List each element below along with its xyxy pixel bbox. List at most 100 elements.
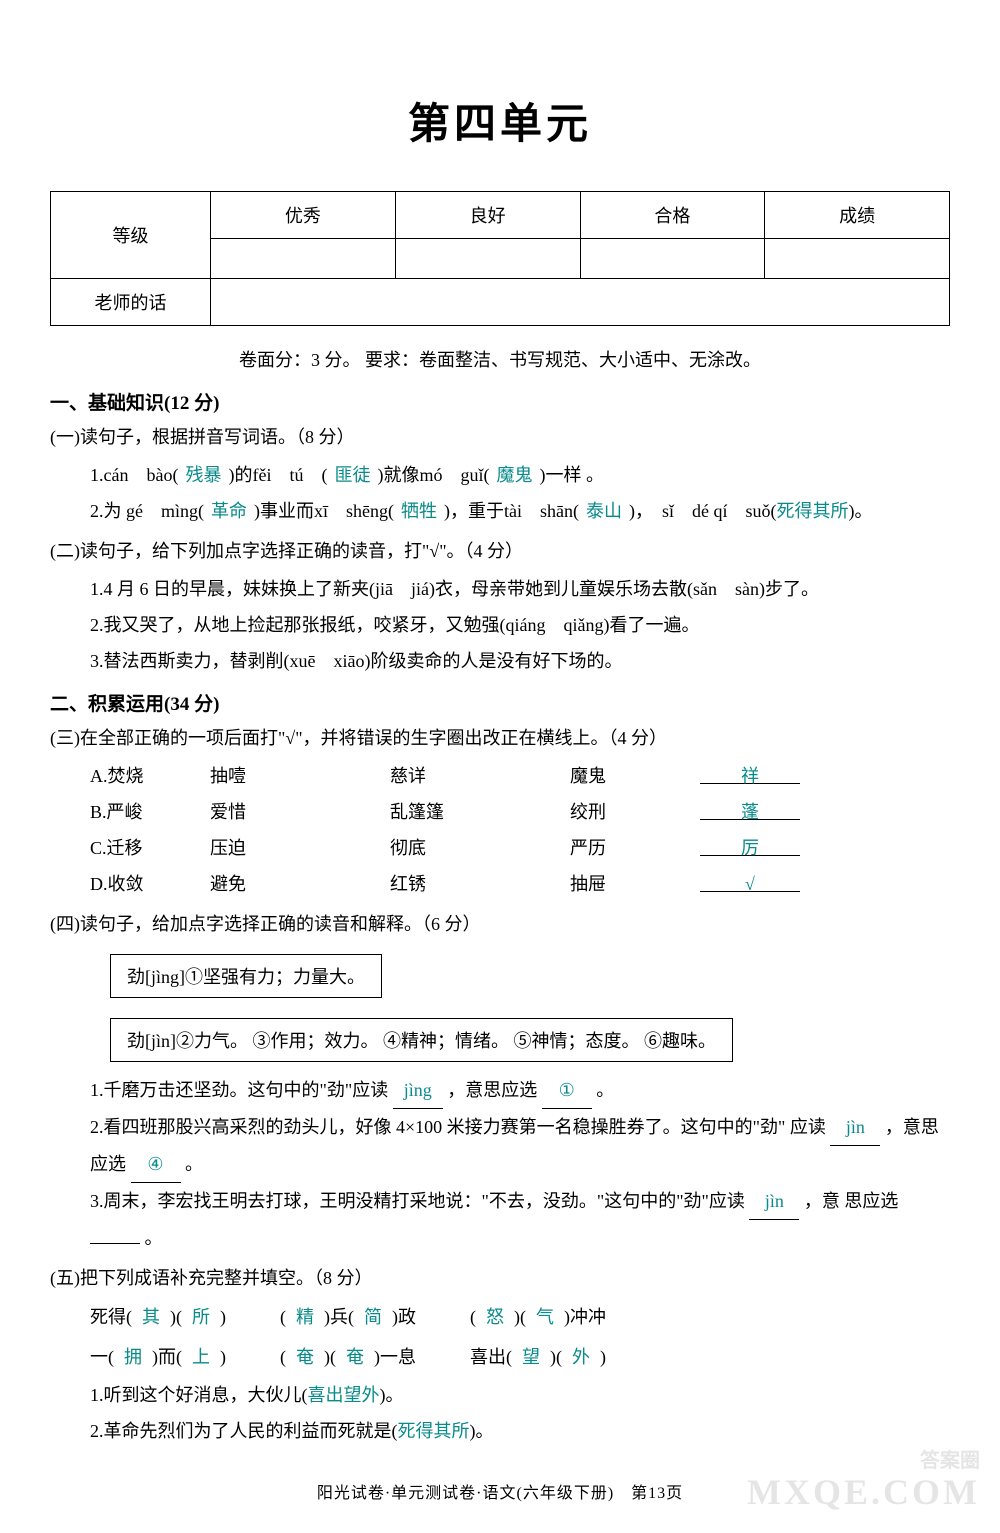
q2-end: 。 (185, 1154, 203, 1174)
q1-blank2: ① (542, 1072, 592, 1109)
q2-end: )。 (848, 501, 872, 521)
q3-pre: 3.周末，李宏找王明去打球，王明没精打采地说："不去，没劲。"这句中的"劲"应读 (90, 1191, 745, 1211)
s1-pre: 1.听到这个好消息，大伙儿( (90, 1385, 308, 1405)
idiom-blank: 精 (286, 1298, 324, 1338)
s2-end: )。 (470, 1421, 494, 1441)
row-c-w1: 压迫 (210, 830, 390, 866)
row-d-w2: 红锈 (390, 866, 570, 902)
idiom-blank: 望 (512, 1338, 550, 1378)
row-d-w1: 避免 (210, 866, 390, 902)
q1-mid1: )的fěi tú ( (228, 465, 327, 485)
s1-ans: 喜出望外 (308, 1377, 380, 1413)
definition-box-1: 劲[jìng]①坚强有力；力量大。 (110, 954, 382, 998)
sub2-title: (二)读句子，给下列加点字选择正确的读音，打"√"。（4 分） (50, 537, 950, 563)
idiom-row-2: 一(拥)而(上) (奄)(奄)一息 喜出(望)(外) (90, 1338, 950, 1378)
idiom-row-1: 死得(其)(所) (精)兵(简)政 (怒)(气)冲冲 (90, 1298, 950, 1338)
q1-end: )一样 。 (539, 465, 604, 485)
q1-mid: ，意思应选 (447, 1080, 537, 1100)
teacher-label: 老师的话 (51, 279, 211, 326)
sub2-q3: 3.替法西斯卖力，替剥削(xuē xiāo)阶级卖命的人是没有好下场的。 (90, 643, 950, 679)
row-a-w3: 魔鬼 (570, 758, 700, 794)
grade-label: 等级 (51, 192, 211, 279)
q2-line: 2.为 gé mìng(革命)事业而xī shēng(牺牲)，重于tài shā… (90, 493, 950, 529)
teacher-comment-cell[interactable] (211, 279, 950, 326)
q2-blank1: jìn (830, 1109, 880, 1146)
s2-pre: 2.革命先烈们为了人民的利益而死就是( (90, 1421, 398, 1441)
q3-blank1: jìn (749, 1183, 799, 1220)
idiom-blank: 气 (526, 1298, 564, 1338)
q3-blank2 (90, 1243, 140, 1244)
row-a-ans: 祥 (700, 758, 800, 784)
sub5-s2: 2.革命先烈们为了人民的利益而死就是(死得其所)。 (90, 1413, 950, 1449)
grade-col-4: 成绩 (765, 192, 950, 239)
q1-answer2: 匪徒 (327, 457, 377, 493)
q1-answer1: 残暴 (178, 457, 228, 493)
row-b-w3: 绞刑 (570, 794, 700, 830)
q2-mid3: )， sǐ dé qí suǒ( (629, 501, 777, 521)
q2-mid2: )，重于tài shān( (444, 501, 579, 521)
q2-answer3: 泰山 (579, 493, 629, 529)
idiom-blank: 外 (562, 1338, 600, 1378)
row-b-w2: 乱篷篷 (390, 794, 570, 830)
row-a-w2: 慈详 (390, 758, 570, 794)
idiom-blank: 怒 (476, 1298, 514, 1338)
idiom-blank: 奄 (336, 1338, 374, 1378)
idiom-blank: 拥 (114, 1338, 152, 1378)
sub1-title: (一)读句子，根据拼音写词语。（8 分） (50, 423, 950, 449)
row-b-w1: 爱惜 (210, 794, 390, 830)
q1-line: 1.cán bào(残暴)的fěi tú (匪徒)就像mó guǐ(魔鬼)一样 … (90, 457, 950, 493)
idiom-blank: 奄 (286, 1338, 324, 1378)
grade-col-1: 优秀 (211, 192, 396, 239)
idiom-blank: 所 (182, 1298, 220, 1338)
q1-answer3: 魔鬼 (489, 457, 539, 493)
row-d-ans: √ (700, 866, 800, 892)
q3-end: 。 (145, 1228, 163, 1248)
q2-pre: 2.看四班那股兴高采烈的劲头儿，好像 4×100 米接力赛第一名稳操胜券了。这句… (90, 1117, 826, 1137)
section1-head: 一、基础知识(12 分) (50, 388, 950, 415)
instruction-text: 卷面分：3 分。 要求：卷面整洁、书写规范、大小适中、无涂改。 (50, 346, 950, 372)
q2-blank2: ④ (131, 1146, 181, 1183)
grade-col-3: 合格 (580, 192, 765, 239)
s2-ans: 死得其所 (398, 1413, 470, 1449)
table-row: A.焚烧 抽噎 慈详 魔鬼 祥 (90, 758, 950, 794)
table-row: C.迁移 压迫 彻底 严历 厉 (90, 830, 950, 866)
sub4-q1: 1.千磨万击还坚劲。这句中的"劲"应读 jìng ，意思应选 ① 。 (90, 1072, 950, 1109)
row-d-label: D.收敛 (90, 866, 210, 902)
q1-end: 。 (596, 1080, 614, 1100)
q1-mid2: )就像mó guǐ( (377, 465, 489, 485)
row-c-w3: 严历 (570, 830, 700, 866)
watermark-text-2: MXQE.COM (747, 1471, 980, 1513)
grade-cell[interactable] (211, 239, 396, 279)
grade-cell[interactable] (580, 239, 765, 279)
q1-pre: 1.cán bào( (90, 465, 178, 485)
table-row: D.收敛 避免 红锈 抽屉 √ (90, 866, 950, 902)
s1-end: )。 (380, 1385, 404, 1405)
definition-box-2: 劲[jìn]②力气。 ③作用；效力。 ④精神；情绪。 ⑤神情；态度。 ⑥趣味。 (110, 1018, 733, 1062)
row-a-label: A.焚烧 (90, 758, 210, 794)
sub4-q2: 2.看四班那股兴高采烈的劲头儿，好像 4×100 米接力赛第一名稳操胜券了。这句… (90, 1109, 950, 1183)
sub2-q1: 1.4 月 6 日的早晨，妹妹换上了新夹(jiā jiá)衣，母亲带她到儿童娱乐… (90, 571, 950, 607)
page-title: 第四单元 (50, 90, 950, 151)
sub5-s1: 1.听到这个好消息，大伙儿(喜出望外)。 (90, 1377, 950, 1413)
row-c-label: C.迁移 (90, 830, 210, 866)
sub4-q3: 3.周末，李宏找王明去打球，王明没精打采地说："不去，没劲。"这句中的"劲"应读… (90, 1183, 950, 1256)
sub4-title: (四)读句子，给加点字选择正确的读音和解释。（6 分） (50, 910, 950, 936)
q2-answer2: 牺牲 (394, 493, 444, 529)
q2-mid1: )事业而xī shēng( (254, 501, 394, 521)
grade-table: 等级 优秀 良好 合格 成绩 老师的话 (50, 191, 950, 326)
watermark-text-1: 答案圈 (920, 1444, 980, 1473)
table-row: B.严峻 爱惜 乱篷篷 绞刑 蓬 (90, 794, 950, 830)
row-b-ans: 蓬 (700, 794, 800, 820)
grade-cell[interactable] (395, 239, 580, 279)
q1-blank1: jìng (393, 1072, 443, 1109)
q3-mid: ，意 思应选 (804, 1191, 899, 1211)
sub2-q2: 2.我又哭了，从地上捡起那张报纸，咬紧牙，又勉强(qiáng qiǎng)看了一… (90, 607, 950, 643)
row-c-w2: 彻底 (390, 830, 570, 866)
sub3-title: (三)在全部正确的一项后面打"√"，并将错误的生字圈出改正在横线上。（4 分） (50, 724, 950, 750)
row-b-label: B.严峻 (90, 794, 210, 830)
idiom-blank: 其 (132, 1298, 170, 1338)
grade-col-2: 良好 (395, 192, 580, 239)
idiom-blank: 简 (354, 1298, 392, 1338)
sub5-title: (五)把下列成语补充完整并填空。（8 分） (50, 1264, 950, 1290)
grade-cell[interactable] (765, 239, 950, 279)
